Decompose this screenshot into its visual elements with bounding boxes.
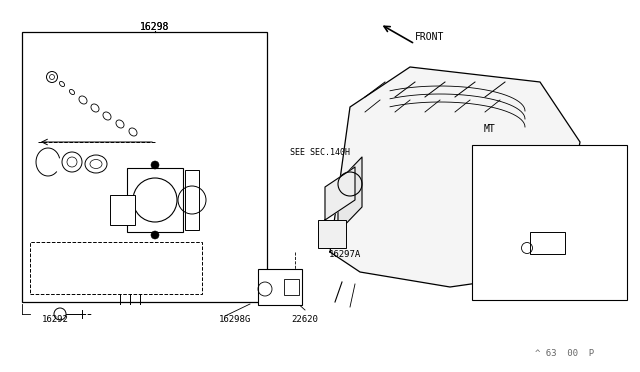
Polygon shape — [325, 167, 355, 220]
Bar — [22, 32, 267, 302]
Text: 22620: 22620 — [292, 315, 319, 324]
Bar — [127, 168, 183, 232]
Text: 16298: 16298 — [140, 22, 170, 32]
Text: 22620: 22620 — [536, 263, 563, 272]
Text: 16298G: 16298G — [219, 315, 251, 324]
Circle shape — [151, 161, 159, 169]
Text: MT: MT — [481, 152, 493, 162]
Text: 16298: 16298 — [140, 22, 170, 32]
Text: 16297A: 16297A — [329, 250, 361, 259]
Polygon shape — [338, 157, 362, 232]
Text: SEE SEC.140H: SEE SEC.140H — [290, 148, 350, 157]
Bar — [318, 220, 346, 248]
Bar — [472, 145, 627, 300]
Text: MT: MT — [484, 124, 496, 134]
Text: FRONT: FRONT — [415, 32, 445, 42]
Bar — [30, 242, 202, 294]
Bar — [185, 170, 199, 230]
Bar — [530, 232, 565, 254]
Bar — [258, 269, 302, 305]
Circle shape — [151, 231, 159, 239]
Text: ^ 63  00  P: ^ 63 00 P — [536, 350, 595, 359]
Bar — [110, 195, 135, 225]
Text: 16292: 16292 — [42, 315, 68, 324]
Polygon shape — [330, 67, 580, 287]
Bar — [284, 279, 299, 295]
